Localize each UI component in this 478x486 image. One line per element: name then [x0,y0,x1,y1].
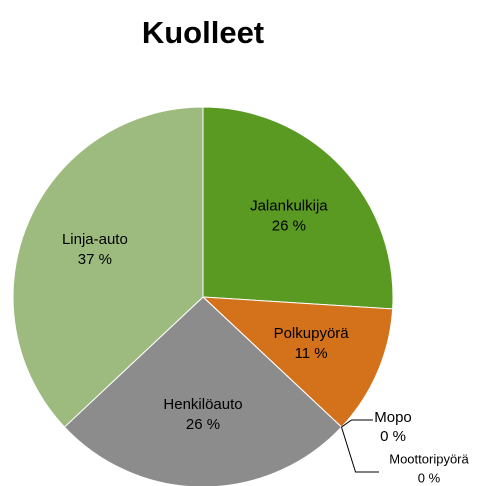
pie-slice [63,296,343,486]
slice-value-label: 11 % [295,345,328,362]
slice-value-label: 0 % [380,428,406,445]
slice-label: Jalankulkija [250,197,328,214]
slice-label: Polkupyörä [274,325,350,342]
slice-label: Linja-auto [62,231,128,248]
slice-label: Henkilöauto [163,396,242,413]
slice-value-label: 26 % [186,416,220,433]
leader-line [341,419,373,428]
slice-value-label: 0 % [418,470,441,485]
pie-slice [202,106,394,310]
pie-slice [12,106,204,428]
pie-slice [201,296,394,428]
leader-line [341,426,379,473]
slice-value-label: 26 % [272,217,306,234]
slice-label: Mopo [374,409,412,426]
chart-title: Kuolleet [142,15,264,50]
slice-label: Moottoripyörä [389,451,469,466]
slice-value-label: 37 % [78,251,112,268]
